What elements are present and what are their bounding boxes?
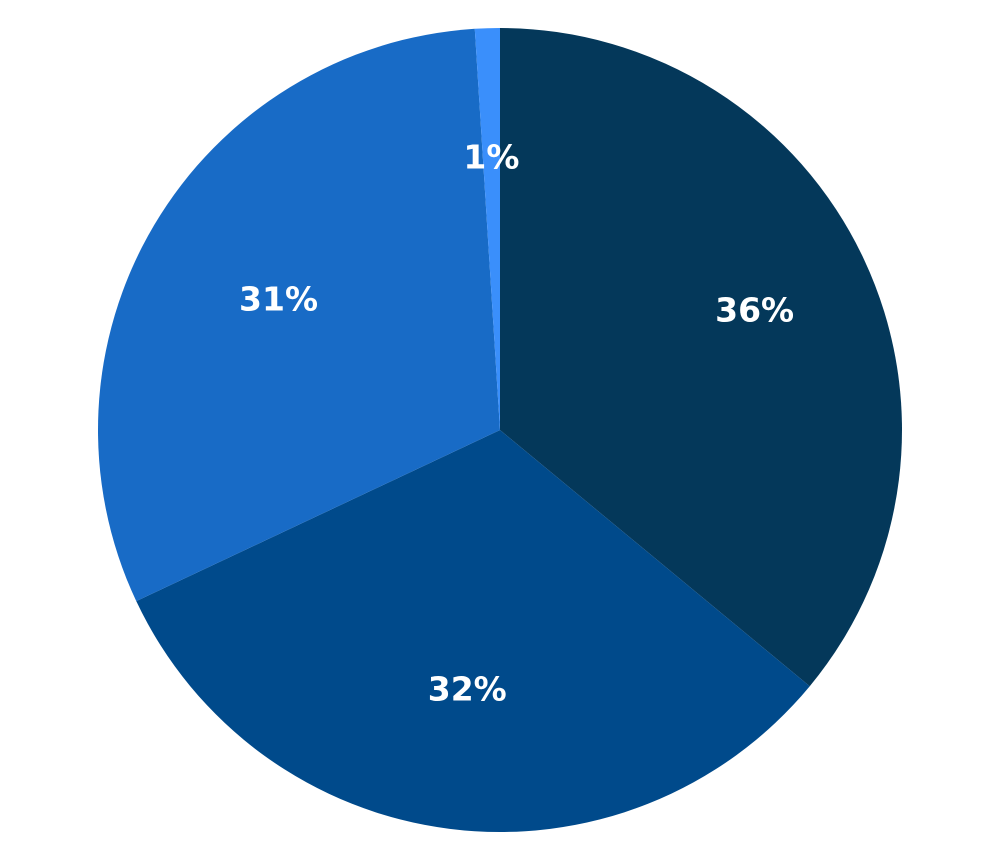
pie-slice-1 bbox=[136, 430, 810, 832]
pie-slice-label-1: 32% bbox=[428, 670, 507, 709]
pie-slice-0 bbox=[500, 28, 902, 687]
pie-slice-3 bbox=[474, 27, 500, 430]
pie-slice-label-3: 1% bbox=[463, 137, 519, 176]
pie-labels: 36% 32% 31% 1% bbox=[239, 137, 794, 708]
pie-slice-label-0: 36% bbox=[715, 291, 794, 330]
pie-slice-label-2: 31% bbox=[239, 280, 318, 319]
pie-slice-2 bbox=[98, 28, 500, 602]
pie-slices bbox=[98, 27, 902, 832]
